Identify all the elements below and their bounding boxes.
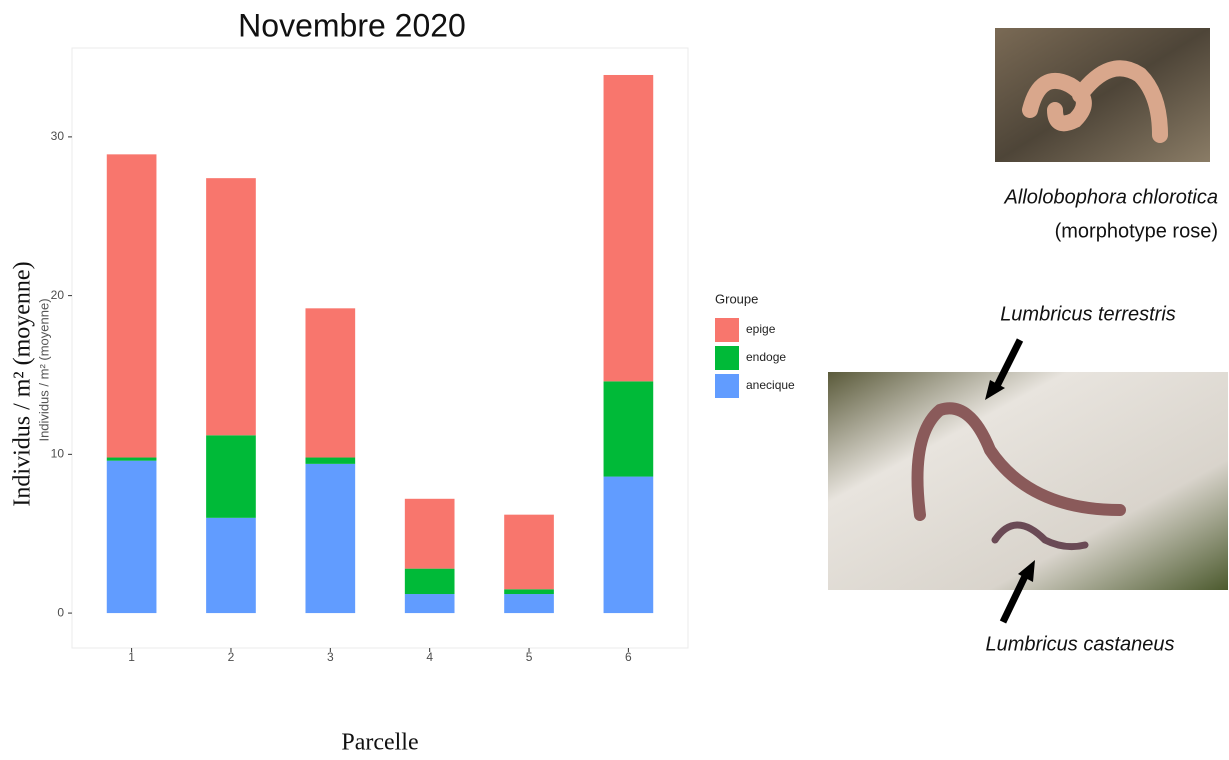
worm-illustration — [1022, 60, 1168, 143]
caption: Allolobophora chlorotica — [1004, 186, 1218, 208]
legend-label: anecique — [746, 378, 795, 392]
caption: Lumbricus castaneus — [986, 633, 1175, 655]
arrow-head — [1018, 560, 1035, 582]
x-tick-label: 5 — [526, 650, 533, 664]
x-axis-label: Parcelle — [341, 730, 418, 756]
bar-segment — [106, 460, 157, 614]
x-tick-label: 3 — [327, 650, 334, 664]
bar-segment — [404, 594, 455, 614]
y-tick-label: 10 — [51, 447, 65, 461]
worm-illustration — [991, 521, 1089, 551]
bar-segment — [404, 568, 455, 595]
bar-segment — [106, 457, 157, 461]
y-tick-label: 30 — [51, 129, 65, 143]
x-tick-label: 4 — [426, 650, 433, 664]
worm-illustration — [911, 402, 1126, 521]
x-tick-label: 1 — [128, 650, 135, 664]
plot-panel — [71, 47, 689, 649]
bar-segment — [603, 476, 654, 614]
legend-title: Groupe — [715, 291, 758, 306]
bar-segment — [603, 381, 654, 477]
y-axis-label-small: Individus / m² (moyenne) — [36, 298, 51, 441]
bar-segment — [206, 178, 256, 436]
y-tick-label: 0 — [57, 605, 64, 619]
bar-segment — [603, 74, 654, 382]
bar-segment — [305, 463, 356, 614]
y-tick-label: 20 — [51, 288, 65, 302]
bar-segment — [305, 308, 356, 458]
legend-label: epige — [746, 322, 776, 336]
chart-title: Novembre 2020 — [238, 7, 466, 43]
caption: (morphotype rose) — [1055, 220, 1218, 242]
legend-key — [715, 374, 739, 398]
x-tick-label: 6 — [625, 650, 632, 664]
arrow-head — [985, 380, 1005, 400]
x-tick-label: 2 — [228, 650, 235, 664]
arrow — [999, 570, 1031, 624]
y-axis-label: Individus / m² (moyenne) — [10, 261, 36, 506]
legend-key — [715, 346, 739, 370]
bar-segment — [504, 594, 554, 614]
bar-segment — [106, 154, 157, 458]
caption: Lumbricus terrestris — [1000, 303, 1176, 325]
bar-segment — [206, 517, 256, 614]
bar-segment — [206, 435, 256, 518]
bar-segment — [504, 514, 554, 590]
bar-segment — [404, 498, 455, 569]
bar-segment — [504, 589, 554, 595]
legend-key — [715, 318, 739, 342]
legend-label: endoge — [746, 350, 786, 364]
bar-segment — [305, 457, 356, 464]
arrow — [991, 338, 1024, 392]
